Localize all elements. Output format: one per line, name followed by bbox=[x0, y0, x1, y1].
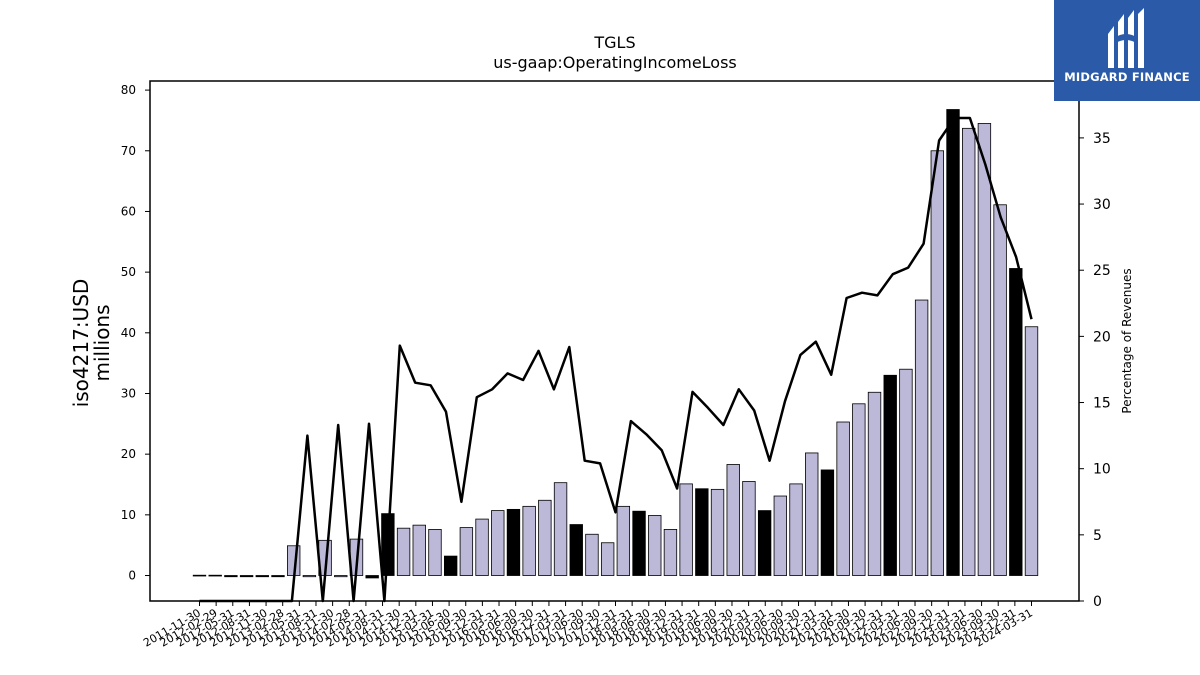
bar-annual bbox=[946, 109, 960, 576]
bar-quarterly bbox=[789, 483, 803, 576]
y-axis-label-line1: iso4217:USD bbox=[69, 279, 93, 408]
bar-quarterly bbox=[522, 505, 536, 576]
bar-quarterly bbox=[663, 529, 678, 576]
bar-quarterly bbox=[867, 391, 882, 576]
bar-annual bbox=[1009, 268, 1023, 576]
plot-area: 01020304050607080051015202530352011-11-3… bbox=[121, 83, 1111, 649]
bar-quarterly bbox=[773, 495, 788, 576]
plot-frame bbox=[149, 80, 1080, 602]
y2-tick-label: 20 bbox=[1093, 329, 1111, 345]
bar-annual bbox=[506, 508, 521, 576]
bar-quarterly bbox=[852, 403, 866, 576]
y-tick-label: 0 bbox=[128, 569, 136, 583]
logo-text: MIDGARD FINANCE bbox=[1064, 70, 1190, 84]
y2-tick-label: 25 bbox=[1093, 263, 1111, 279]
bar-quarterly bbox=[585, 533, 599, 576]
bar-annual bbox=[239, 575, 254, 578]
y-tick-label: 70 bbox=[121, 144, 136, 158]
bar-quarterly bbox=[679, 483, 693, 576]
bar-quarterly bbox=[962, 127, 976, 576]
y2-tick-label: 5 bbox=[1093, 528, 1102, 544]
chart-title: TGLS bbox=[593, 33, 635, 52]
bar-quarterly bbox=[600, 542, 615, 576]
bar-annual bbox=[443, 555, 458, 576]
bar-quarterly bbox=[616, 505, 631, 576]
bar-quarterly bbox=[428, 529, 442, 576]
bar-quarterly bbox=[914, 299, 929, 576]
bar-annual bbox=[224, 575, 238, 578]
bar-quarterly bbox=[899, 368, 913, 576]
y-axis-label: iso4217:USD millions bbox=[69, 279, 114, 408]
y-tick-label: 20 bbox=[121, 447, 136, 461]
y-tick-label: 30 bbox=[121, 386, 136, 400]
bar-quarterly bbox=[396, 527, 411, 576]
y-tick-label: 40 bbox=[121, 326, 136, 340]
bar-quarterly bbox=[459, 527, 474, 576]
bar-quarterly bbox=[993, 204, 1007, 576]
bar-quarterly bbox=[1024, 326, 1039, 576]
bar-quarterly bbox=[977, 123, 992, 576]
bar-quarterly bbox=[475, 518, 489, 576]
bar-annual bbox=[883, 374, 897, 576]
y2-tick-label: 15 bbox=[1093, 396, 1111, 412]
y-tick-label: 50 bbox=[121, 265, 136, 279]
midgard-finance-logo: MIDGARD FINANCE bbox=[1054, 0, 1200, 101]
bar-annual bbox=[365, 575, 379, 579]
bar-annual bbox=[569, 524, 583, 576]
bar-quarterly bbox=[334, 575, 348, 578]
midgard-logo-icon bbox=[1108, 8, 1144, 68]
bar-annual bbox=[632, 510, 646, 576]
bar-annual bbox=[255, 575, 269, 578]
y2-tick-label: 30 bbox=[1093, 197, 1111, 213]
y2-tick-label: 35 bbox=[1093, 131, 1111, 147]
bar-annual bbox=[820, 469, 835, 576]
y-tick-label: 80 bbox=[121, 83, 136, 97]
chart-subtitle: us-gaap:OperatingIncomeLoss bbox=[493, 53, 737, 72]
bar-quarterly bbox=[538, 499, 552, 576]
bar-annual bbox=[695, 488, 709, 576]
y2-tick-label: 10 bbox=[1093, 462, 1111, 478]
bar-quarterly bbox=[412, 524, 426, 576]
bar-quarterly bbox=[648, 515, 662, 576]
bar-quarterly bbox=[491, 510, 505, 576]
y-tick-label: 60 bbox=[121, 204, 136, 218]
bar-quarterly bbox=[208, 574, 222, 577]
bar-quarterly bbox=[930, 150, 944, 576]
bar-annual bbox=[271, 575, 285, 578]
bar-quarterly bbox=[553, 482, 568, 576]
bar-quarterly bbox=[836, 421, 850, 576]
bar-quarterly bbox=[805, 452, 819, 576]
series-line-percentage bbox=[199, 116, 1033, 603]
y2-tick-label: 0 bbox=[1093, 594, 1102, 610]
bar-quarterly bbox=[742, 481, 756, 576]
bar-quarterly bbox=[192, 574, 207, 577]
bar-quarterly bbox=[710, 488, 725, 576]
y-axis-label-line2: millions bbox=[90, 304, 114, 381]
bar-annual bbox=[757, 510, 772, 576]
bar-quarterly bbox=[302, 575, 317, 578]
bar-quarterly bbox=[726, 464, 740, 576]
y2-axis-label: Percentage of Revenues bbox=[1120, 268, 1134, 413]
y-tick-label: 10 bbox=[121, 508, 136, 522]
